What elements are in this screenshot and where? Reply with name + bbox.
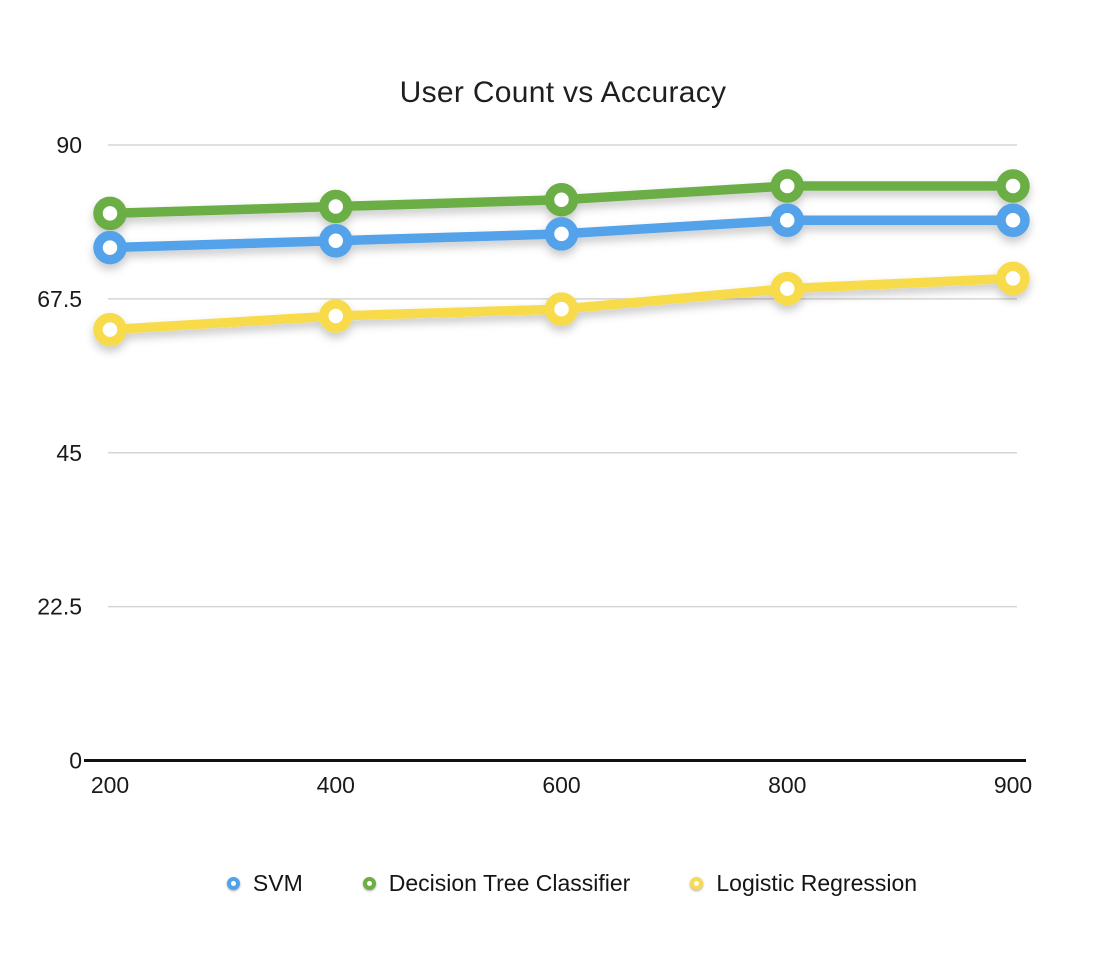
line-chart: 0 22.5 45 67.5 90 200 400 600 800 900 — [37, 132, 1032, 798]
data-point-svm-800 — [770, 203, 804, 237]
data-point-logistic-regression-900 — [996, 261, 1030, 296]
legend: SVM Decision Tree Classifier Logistic Re… — [18, 870, 1108, 897]
x-tick-label: 400 — [317, 772, 355, 798]
data-point-decision-tree-classifier-200 — [93, 196, 127, 231]
legend-label: SVM — [252, 870, 303, 896]
legend-marker-decision-tree-icon — [362, 877, 376, 890]
series-logistic-regression — [93, 261, 1030, 347]
data-point-decision-tree-classifier-900 — [996, 169, 1030, 203]
data-point-svm-600 — [544, 217, 579, 251]
chart-title: User Count vs Accuracy — [399, 76, 727, 109]
y-tick-label: 0 — [69, 748, 82, 774]
x-tick-label: 200 — [91, 772, 129, 798]
data-point-svm-200 — [93, 230, 127, 265]
legend-marker-svm-icon — [226, 877, 240, 890]
x-tick-label: 900 — [994, 772, 1032, 798]
data-point-logistic-regression-400 — [319, 299, 353, 333]
series-group — [93, 169, 1030, 347]
data-point-decision-tree-classifier-800 — [770, 169, 804, 203]
y-tick-label: 45 — [56, 440, 82, 466]
x-tick-label: 600 — [542, 772, 580, 798]
series-svm — [93, 203, 1030, 265]
data-point-decision-tree-classifier-600 — [544, 182, 579, 217]
x-tick-label: 800 — [768, 772, 806, 798]
data-point-logistic-regression-600 — [544, 292, 579, 326]
data-point-svm-900 — [996, 203, 1030, 237]
y-tick-label: 67.5 — [37, 286, 82, 312]
legend-item-decision-tree-classifier: Decision Tree Classifier — [362, 870, 631, 897]
legend-marker-logistic-regression-icon — [690, 877, 704, 890]
legend-label: Decision Tree Classifier — [388, 870, 631, 896]
legend-item-svm: SVM — [226, 870, 303, 897]
data-point-logistic-regression-800 — [770, 271, 804, 306]
legend-item-logistic-regression: Logistic Regression — [690, 870, 917, 897]
data-point-logistic-regression-200 — [93, 312, 127, 347]
data-point-decision-tree-classifier-400 — [319, 189, 353, 224]
series-decision-tree-classifier — [93, 169, 1030, 231]
y-tick-label: 22.5 — [37, 594, 82, 620]
y-tick-label: 90 — [56, 132, 82, 158]
x-axis-tick-labels: 200 400 600 800 900 — [91, 772, 1032, 798]
legend-label: Logistic Regression — [716, 870, 918, 896]
data-point-svm-400 — [319, 223, 353, 258]
y-axis-tick-labels: 0 22.5 45 67.5 90 — [37, 132, 82, 774]
